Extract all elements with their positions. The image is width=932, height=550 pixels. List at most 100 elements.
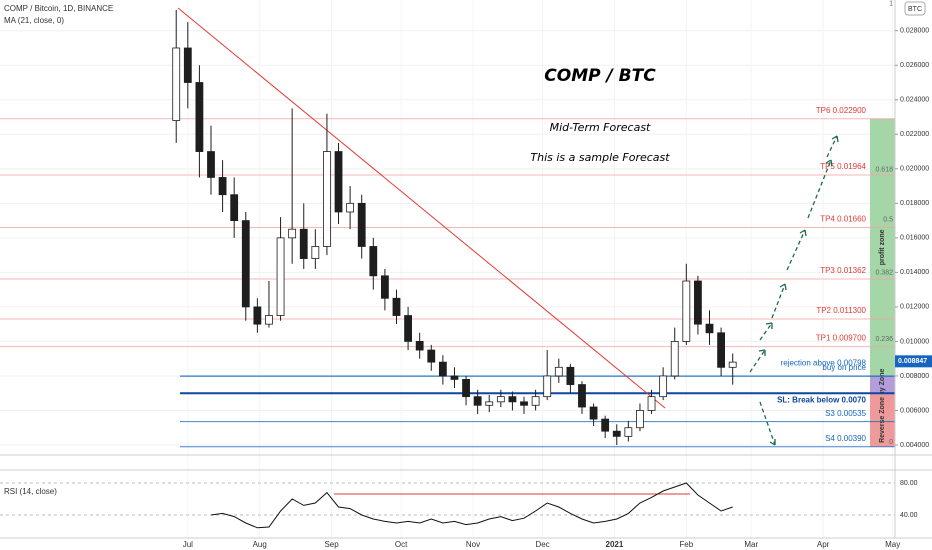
y-tick-label: 0.012000 xyxy=(900,304,929,311)
candle-body xyxy=(323,151,331,247)
candle-body xyxy=(415,341,424,351)
candle-body xyxy=(636,410,644,429)
candle-body xyxy=(694,280,702,325)
candle-body xyxy=(508,396,517,403)
candle-body xyxy=(624,427,633,437)
annotation-note: This is a sample Forecast xyxy=(530,151,670,164)
candle-body xyxy=(299,228,308,259)
candle-body xyxy=(473,396,482,406)
candle-body xyxy=(717,332,726,368)
candle-body xyxy=(392,297,401,316)
fib-label: 0.618 xyxy=(875,167,893,174)
arrow-head xyxy=(799,229,807,237)
levels: TP6 0.022900 TP5 0.01964 TP4 0.01660 TP3 0.… xyxy=(0,106,895,448)
candle-body xyxy=(578,384,586,408)
candle-body xyxy=(311,246,320,259)
zone-label: profit zone xyxy=(879,229,886,265)
candle-body xyxy=(531,396,540,406)
fib-label: 1 xyxy=(889,0,893,7)
arrow xyxy=(807,159,832,219)
rsi-tick-label: 40.00 xyxy=(900,512,918,519)
candle-body xyxy=(705,323,714,334)
candle-body xyxy=(230,194,239,221)
arrow-head xyxy=(831,135,839,143)
candle-body xyxy=(357,202,366,247)
x-tick-label: Nov xyxy=(466,540,480,549)
candle-body xyxy=(195,82,204,152)
y-tick-label: 0.014000 xyxy=(900,269,929,276)
last-price-label: 0.008847 xyxy=(898,358,927,365)
currency-badge xyxy=(904,1,926,16)
rsi-pane: 40.00 80.00 xyxy=(0,480,918,529)
level-label: TP2 0.011300 xyxy=(816,306,866,315)
annotation-subtitle: Mid-Term Forecast xyxy=(550,121,651,134)
candle-body xyxy=(659,375,668,398)
candle-body xyxy=(380,275,389,299)
rsi-line xyxy=(210,482,733,529)
x-tick-label: Mar xyxy=(744,540,758,549)
level-label: SL: Break below 0.0070 xyxy=(777,395,866,404)
candle-body xyxy=(554,366,563,377)
candle-body xyxy=(670,341,679,377)
candle-body xyxy=(288,228,297,239)
rsi-label: RSI (14, close) xyxy=(4,487,57,496)
arrow xyxy=(786,229,806,271)
level-label: TP6 0.022900 xyxy=(816,106,867,115)
candle-body xyxy=(566,366,575,385)
arrow-head xyxy=(765,322,773,329)
y-tick-label: 0.010000 xyxy=(900,338,929,345)
candle-body xyxy=(241,220,250,308)
candle-body xyxy=(183,47,192,83)
x-tick-label: Dec xyxy=(535,540,549,549)
level-label: TP5 0.01964 xyxy=(820,162,866,171)
candle-body xyxy=(543,375,552,398)
arrow xyxy=(826,135,838,158)
level-label: rejection above 0.00798 xyxy=(781,358,867,367)
zone-label: Buy Zone xyxy=(879,369,886,401)
y-tick-label: 0.022000 xyxy=(900,131,929,138)
currency-label: BTC xyxy=(908,6,922,13)
fib-label: 0.236 xyxy=(875,336,893,343)
level-label: TP3 0.01362 xyxy=(820,266,866,275)
candle-body xyxy=(682,280,691,342)
axes: 0.004000 0.006000 0.008000 0.010000 0.012000… xyxy=(183,28,932,549)
arrow-head xyxy=(769,439,776,446)
rsi-tick-label: 80.00 xyxy=(900,480,918,487)
symbol-label: COMP / Bitcoin, 1D, BINANCE xyxy=(4,4,113,13)
y-tick-label: 0.004000 xyxy=(900,442,929,449)
level-label: buy on price xyxy=(822,363,866,372)
level-label: TP4 0.01660 xyxy=(820,215,866,224)
candle-body xyxy=(728,361,737,368)
fib-label: 0.5 xyxy=(883,217,893,224)
y-tick-label: 0.020000 xyxy=(900,166,929,173)
y-tick-label: 0.008000 xyxy=(900,373,929,380)
zone-label: Reverse Zone xyxy=(879,397,886,443)
candle-body xyxy=(438,361,447,377)
forecast-arrows xyxy=(749,135,839,446)
fib-label: 0.382 xyxy=(875,270,893,277)
level-label: S4 0.00390 xyxy=(825,434,866,443)
x-tick-label: Aug xyxy=(253,540,267,549)
arrow-head xyxy=(779,283,787,291)
arrow-head xyxy=(758,349,766,356)
x-tick-label: Jul xyxy=(183,540,193,549)
candle-body xyxy=(334,151,343,213)
candle-body xyxy=(520,401,528,406)
candle-body xyxy=(218,177,227,196)
y-tick-label: 0.026000 xyxy=(900,62,929,69)
y-tick-label: 0.028000 xyxy=(900,28,929,35)
candle-body xyxy=(346,202,355,213)
candle-body xyxy=(485,401,494,406)
arrow xyxy=(759,401,776,446)
fib-label: 0 xyxy=(889,439,893,446)
candle-body xyxy=(496,396,505,403)
y-tick-label: 0.006000 xyxy=(900,407,929,414)
candle-body xyxy=(601,418,610,432)
candles xyxy=(172,10,737,445)
x-tick-label: May xyxy=(885,540,900,549)
candle-body xyxy=(462,378,470,398)
zone xyxy=(870,393,895,447)
